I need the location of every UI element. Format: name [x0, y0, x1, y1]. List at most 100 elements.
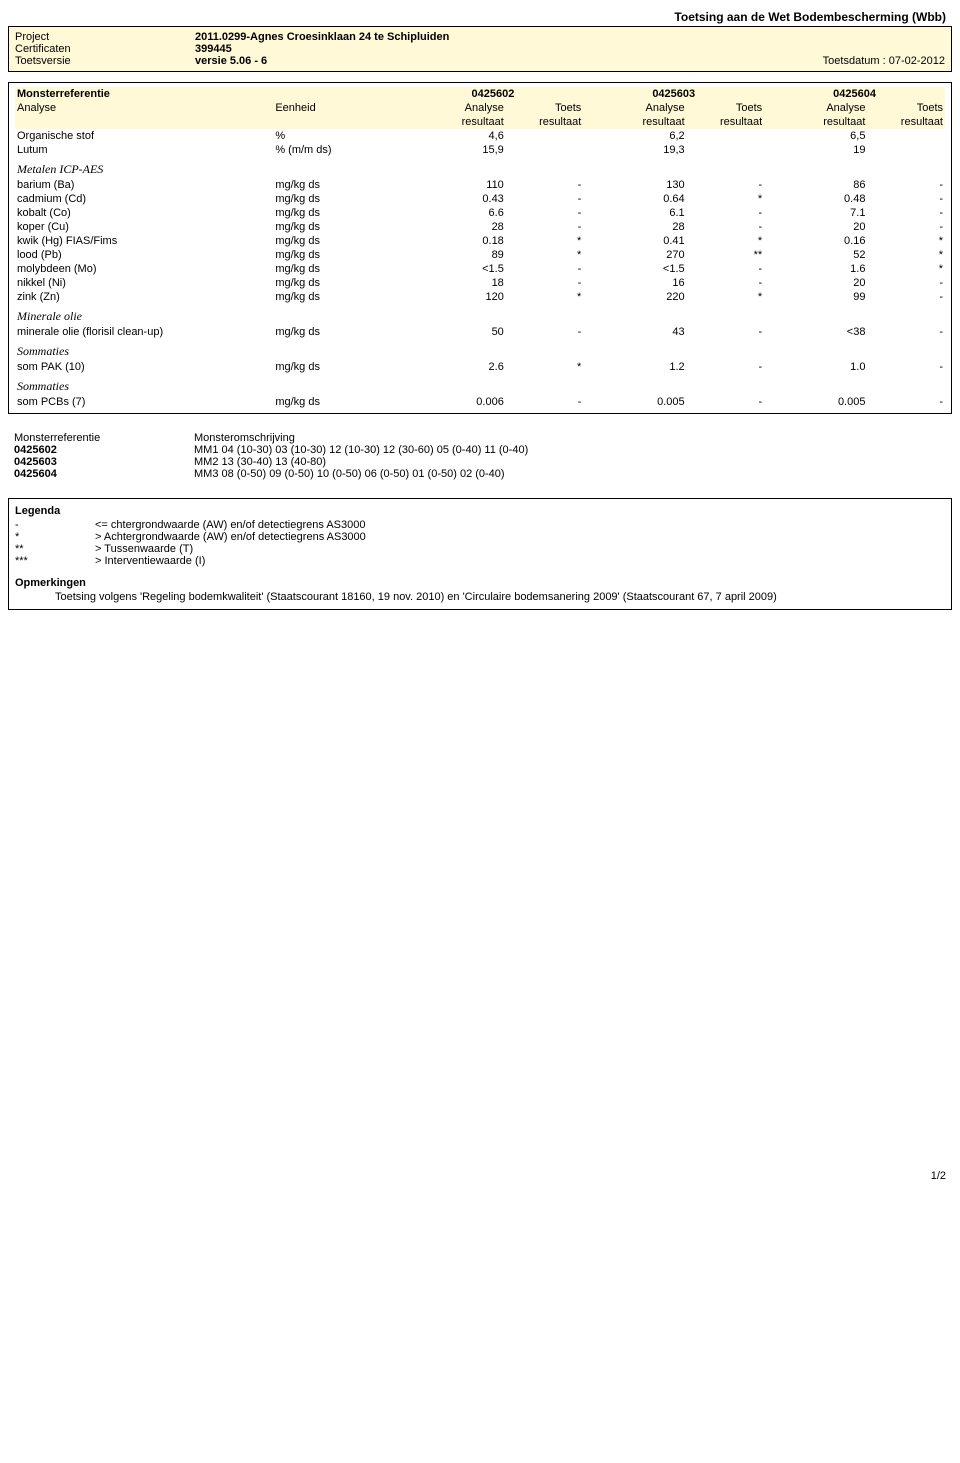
toetsdatum-value: 07-02-2012 — [889, 55, 945, 67]
desc-row-0: 0425602MM1 04 (10-30) 03 (10-30) 12 (10-… — [14, 444, 946, 456]
row-val-0: 89 — [402, 248, 505, 262]
legend-row-3: ***> Interventiewaarde (I) — [15, 555, 945, 567]
row-unit: mg/kg ds — [273, 262, 402, 276]
row-val-0: 18 — [402, 276, 505, 290]
hdr-toets-l2-2: resultaat — [867, 115, 945, 129]
row-val-3: ** — [687, 248, 765, 262]
section-0-row-8: zink (Zn)mg/kg ds120*220*99- — [15, 290, 945, 304]
row-val-2: 28 — [583, 220, 686, 234]
header-value-project: 2011.0299-Agnes Croesinklaan 24 te Schip… — [195, 31, 945, 43]
section-0-row-1: cadmium (Cd)mg/kg ds0.43-0.64*0.48- — [15, 192, 945, 206]
section-3-row-0: som PCBs (7)mg/kg ds0.006-0.005-0.005- — [15, 395, 945, 409]
row-val-2: 19,3 — [583, 143, 686, 157]
row-label: som PCBs (7) — [15, 395, 273, 409]
row-val-5 — [867, 129, 945, 143]
desc-ref: 0425604 — [14, 468, 194, 480]
row-val-3 — [687, 129, 765, 143]
row-unit: % (m/m ds) — [273, 143, 402, 157]
section-0-row-5: lood (Pb)mg/kg ds89*270**52* — [15, 248, 945, 262]
legend-box: Legenda -<= chtergrondwaarde (AW) en/of … — [8, 498, 952, 610]
row-val-2: 16 — [583, 276, 686, 290]
desc-text: MM1 04 (10-30) 03 (10-30) 12 (10-30) 12 … — [194, 444, 528, 456]
section-header-3: Sommaties — [15, 378, 945, 395]
row-val-2: 6,2 — [583, 129, 686, 143]
hdr-eenheid: Eenheid — [273, 101, 402, 115]
header-value-toetsversie: versie 5.06 - 6 — [195, 55, 823, 67]
row-val-0: 0.18 — [402, 234, 505, 248]
row-unit: mg/kg ds — [273, 325, 402, 339]
row-val-1: * — [506, 290, 584, 304]
section-header-1: Minerale olie — [15, 308, 945, 325]
row-val-5: - — [867, 206, 945, 220]
row-val-1: - — [506, 325, 584, 339]
row-unit: mg/kg ds — [273, 248, 402, 262]
row-val-5: - — [867, 192, 945, 206]
hdr-analyse-l2-2: resultaat — [764, 115, 867, 129]
section-title: Minerale olie — [15, 308, 945, 325]
row-val-1: - — [506, 178, 584, 192]
hdr-toets-l1-0: Toets — [506, 101, 584, 115]
row-val-3: - — [687, 395, 765, 409]
row-val-4: 1.0 — [764, 360, 867, 374]
row-unit: mg/kg ds — [273, 192, 402, 206]
row-val-3: - — [687, 276, 765, 290]
row-val-2: 1.2 — [583, 360, 686, 374]
hdr-monsterreferentie: Monsterreferentie — [15, 87, 273, 101]
hdr-analyse-l2-1: resultaat — [583, 115, 686, 129]
row-val-1 — [506, 129, 584, 143]
row-val-2: <1.5 — [583, 262, 686, 276]
legend-row-1: *> Achtergrondwaarde (AW) en/of detectie… — [15, 531, 945, 543]
legend-row-0: -<= chtergrondwaarde (AW) en/of detectie… — [15, 519, 945, 531]
row-val-3: * — [687, 234, 765, 248]
row-label: kwik (Hg) FIAS/Fims — [15, 234, 273, 248]
row-unit: mg/kg ds — [273, 395, 402, 409]
row-label: koper (Cu) — [15, 220, 273, 234]
row-val-0: 4,6 — [402, 129, 505, 143]
section-0-row-4: kwik (Hg) FIAS/Fimsmg/kg ds0.18*0.41*0.1… — [15, 234, 945, 248]
row-val-1: - — [506, 262, 584, 276]
row-val-4: 0.005 — [764, 395, 867, 409]
desc-ref: 0425602 — [14, 444, 194, 456]
row-val-2: 0.005 — [583, 395, 686, 409]
header-box: Project 2011.0299-Agnes Croesinklaan 24 … — [8, 26, 952, 72]
row-val-4: 1.6 — [764, 262, 867, 276]
section-2-row-0: som PAK (10)mg/kg ds2.6*1.2-1.0- — [15, 360, 945, 374]
row-val-2: 220 — [583, 290, 686, 304]
row-val-4: 0.16 — [764, 234, 867, 248]
row-unit: mg/kg ds — [273, 290, 402, 304]
row-val-0: 0.43 — [402, 192, 505, 206]
section-0-row-0: barium (Ba)mg/kg ds110-130-86- — [15, 178, 945, 192]
ref-2: 0425604 — [764, 87, 945, 101]
row-val-5: * — [867, 248, 945, 262]
opmerkingen-text: Toetsing volgens 'Regeling bodemkwalitei… — [15, 591, 945, 603]
desc-row-1: 0425603MM2 13 (30-40) 13 (40-80) — [14, 456, 946, 468]
legend-symbol: * — [15, 531, 95, 543]
row-val-5 — [867, 143, 945, 157]
row-val-0: 50 — [402, 325, 505, 339]
top-row-1: Lutum% (m/m ds)15,919,319 — [15, 143, 945, 157]
row-val-3: - — [687, 178, 765, 192]
section-title: Sommaties — [15, 343, 945, 360]
row-val-5: * — [867, 234, 945, 248]
row-unit: mg/kg ds — [273, 220, 402, 234]
row-val-1: - — [506, 192, 584, 206]
results-box: Monsterreferentie042560204256030425604An… — [8, 82, 952, 414]
row-label: zink (Zn) — [15, 290, 273, 304]
page-footer: 1/2 — [8, 1170, 952, 1182]
row-val-0: 0.006 — [402, 395, 505, 409]
legend-row-2: **> Tussenwaarde (T) — [15, 543, 945, 555]
row-val-0: 15,9 — [402, 143, 505, 157]
row-label: barium (Ba) — [15, 178, 273, 192]
toetsdatum-label: Toetsdatum : — [823, 55, 886, 67]
header-label-project: Project — [15, 31, 195, 43]
section-0-row-6: molybdeen (Mo)mg/kg ds<1.5-<1.5-1.6* — [15, 262, 945, 276]
row-val-2: 6.1 — [583, 206, 686, 220]
row-val-3 — [687, 143, 765, 157]
row-val-1: * — [506, 248, 584, 262]
section-header-0: Metalen ICP-AES — [15, 161, 945, 178]
row-label: som PAK (10) — [15, 360, 273, 374]
row-val-4: 19 — [764, 143, 867, 157]
row-val-0: 110 — [402, 178, 505, 192]
row-val-0: 120 — [402, 290, 505, 304]
header-value-certificaten: 399445 — [195, 43, 945, 55]
